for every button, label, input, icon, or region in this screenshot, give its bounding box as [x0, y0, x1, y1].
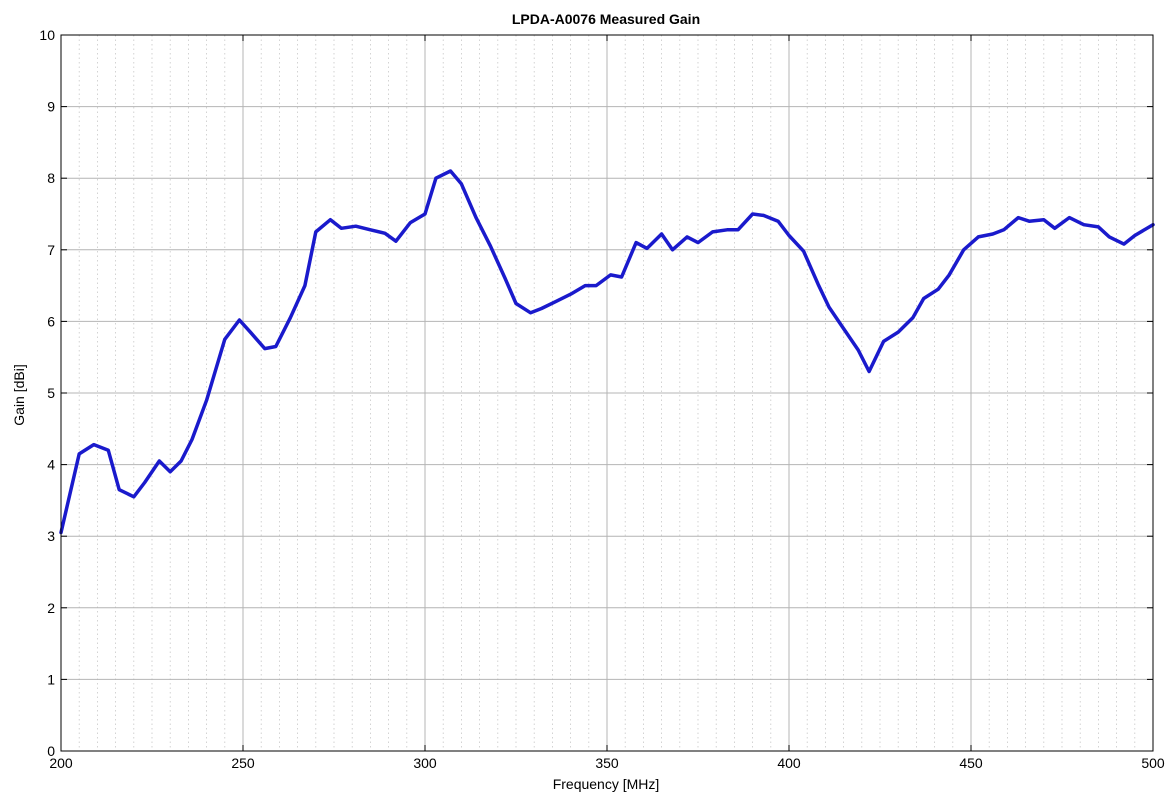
y-tick-label: 0	[47, 743, 55, 759]
y-tick-label: 5	[47, 385, 55, 401]
chart-title: LPDA-A0076 Measured Gain	[512, 11, 700, 27]
y-tick-label: 3	[47, 528, 55, 544]
plot-line-group	[59, 169, 1155, 535]
series-line	[59, 169, 1155, 535]
y-tick-label: 10	[39, 27, 55, 43]
x-axis-label: Frequency [MHz]	[553, 776, 660, 792]
y-tick-label: 9	[47, 99, 55, 115]
y-tick-label: 7	[47, 242, 55, 258]
y-tick-label: 1	[47, 671, 55, 687]
y-tick-label: 4	[47, 457, 55, 473]
x-tick-label: 350	[595, 755, 619, 771]
x-tick-label: 300	[413, 755, 437, 771]
x-tick-label: 400	[777, 755, 801, 771]
x-ticks: 200 250 300 350 400 450 500	[49, 35, 1165, 771]
x-tick-label: 450	[959, 755, 983, 771]
x-tick-label: 250	[231, 755, 255, 771]
y-tick-label: 2	[47, 600, 55, 616]
y-axis-label: Gain [dBi]	[11, 364, 27, 425]
y-tick-label: 6	[47, 313, 55, 329]
y-ticks: 0 1 2 3 4 5 6 7 8 9 10	[39, 27, 1153, 759]
x-tick-label: 500	[1141, 755, 1165, 771]
x-tick-label: 200	[49, 755, 73, 771]
y-tick-label: 8	[47, 170, 55, 186]
